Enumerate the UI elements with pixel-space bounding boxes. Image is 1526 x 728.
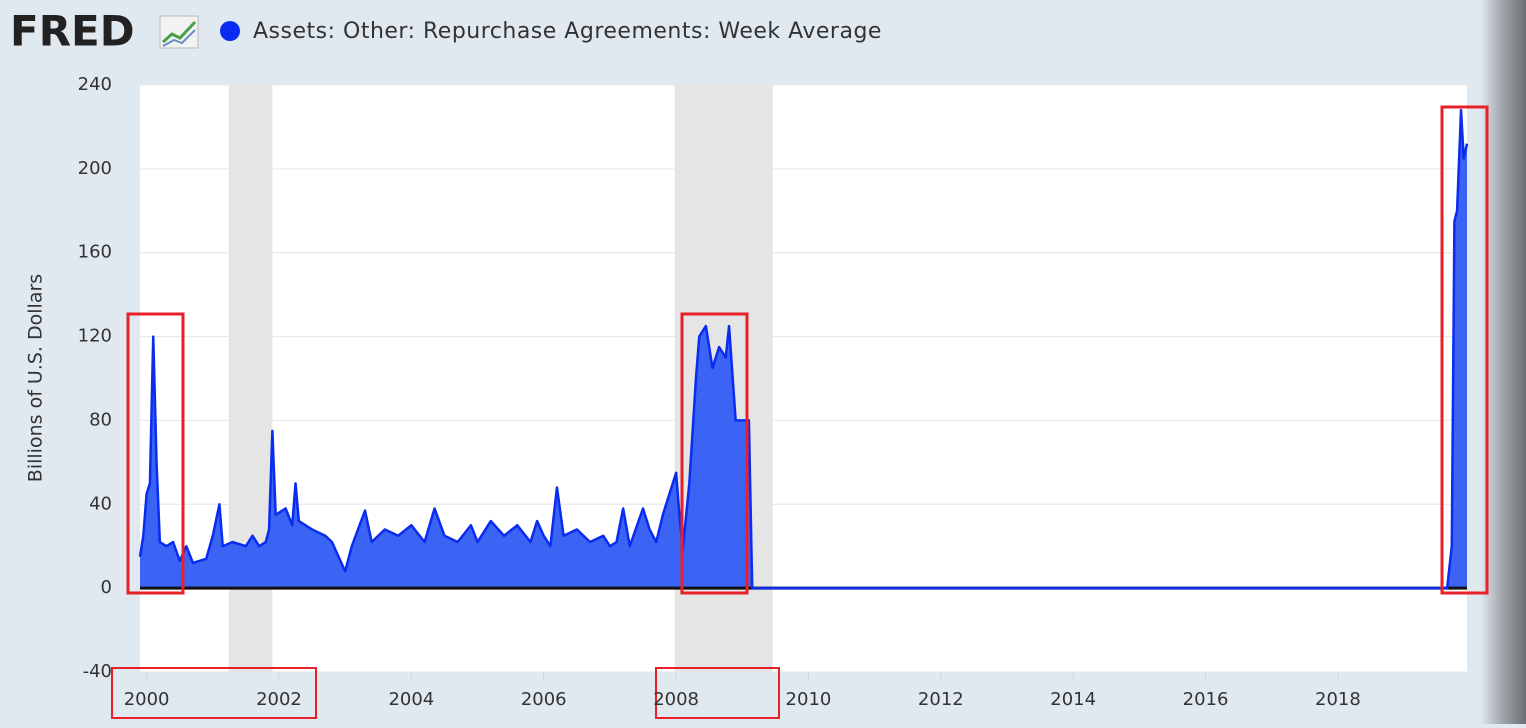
x-tick-label: 2010 (786, 689, 832, 710)
x-tick-label: 2014 (1050, 689, 1096, 710)
x-tick-label: 2008 (653, 689, 699, 710)
y-tick-label: -40 (83, 661, 112, 682)
y-tick-label: 160 (78, 242, 112, 263)
y-tick-label: 240 (78, 74, 112, 95)
x-tick-label: 2004 (388, 689, 434, 710)
x-tick-label: 2018 (1315, 689, 1361, 710)
y-axis-label: Billions of U.S. Dollars (25, 274, 47, 482)
x-tick-label: 2012 (918, 689, 964, 710)
area (140, 110, 1467, 589)
legend-label: Assets: Other: Repurchase Agreements: We… (253, 19, 882, 44)
y-tick-label: 120 (78, 326, 112, 347)
y-tick-label: 200 (78, 158, 112, 179)
y-tick-label: 40 (89, 493, 112, 514)
x-tick-label: 2016 (1183, 689, 1229, 710)
x-tick-label: 2002 (256, 689, 302, 710)
x-tick-label: 2006 (521, 689, 567, 710)
highlight-boxes (111, 105, 1489, 719)
y-tick-label: 0 (101, 577, 112, 598)
logo[interactable]: FRED (10, 7, 135, 56)
x-tick-label: 2000 (124, 689, 170, 710)
legend-dot (220, 21, 240, 41)
y-tick-label: 80 (89, 409, 112, 430)
logo-icon (159, 15, 199, 49)
line (138, 108, 1469, 590)
